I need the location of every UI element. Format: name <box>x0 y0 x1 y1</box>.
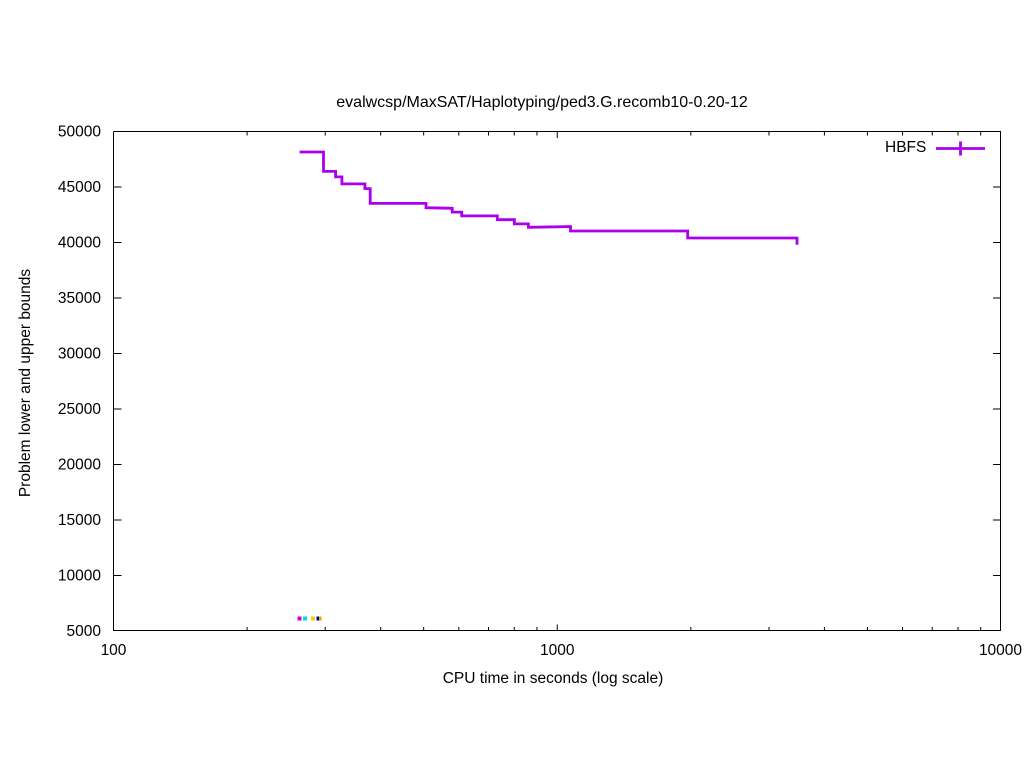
svg-text:10000: 10000 <box>979 642 1022 659</box>
svg-text:20000: 20000 <box>58 457 101 474</box>
svg-text:30000: 30000 <box>58 346 101 363</box>
svg-text:35000: 35000 <box>58 290 101 307</box>
svg-text:1000: 1000 <box>540 642 575 659</box>
svg-text:Problem lower and upper bounds: Problem lower and upper bounds <box>17 269 34 498</box>
svg-text:evalwcsp/MaxSAT/Haplotyping/pe: evalwcsp/MaxSAT/Haplotyping/ped3.G.recom… <box>336 94 748 111</box>
svg-text:40000: 40000 <box>58 235 101 252</box>
svg-text:45000: 45000 <box>58 179 101 196</box>
svg-text:15000: 15000 <box>58 512 101 529</box>
svg-text:5000: 5000 <box>67 623 102 640</box>
svg-text:25000: 25000 <box>58 401 101 418</box>
svg-text:CPU time in seconds (log scale: CPU time in seconds (log scale) <box>443 670 664 687</box>
svg-text:100: 100 <box>101 642 127 659</box>
svg-text:HBFS: HBFS <box>885 139 926 156</box>
svg-text:50000: 50000 <box>58 124 101 141</box>
svg-text:10000: 10000 <box>58 568 101 585</box>
